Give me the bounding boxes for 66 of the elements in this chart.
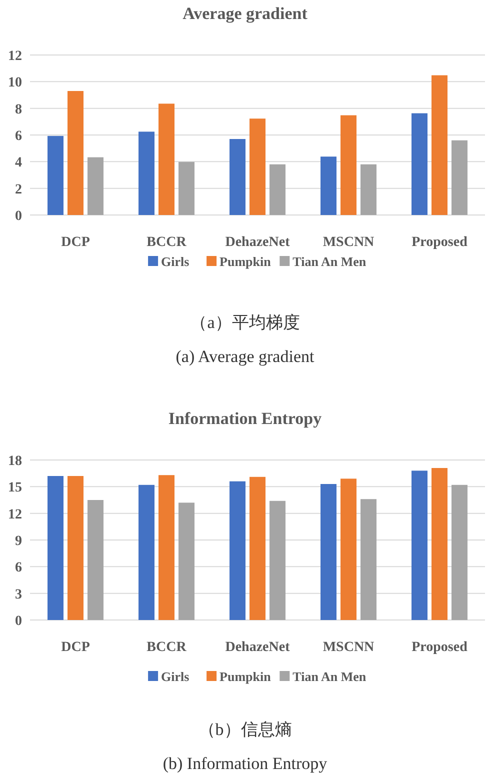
x-tick-label: MSCNN bbox=[322, 235, 374, 250]
bar bbox=[230, 139, 246, 215]
chart-title: Average gradient bbox=[182, 4, 308, 23]
bar bbox=[138, 484, 154, 620]
bar bbox=[432, 75, 448, 215]
y-tick-label: 15 bbox=[8, 480, 22, 496]
bar bbox=[88, 500, 104, 620]
y-tick-label: 10 bbox=[8, 76, 22, 91]
y-tick-label: 0 bbox=[15, 209, 22, 224]
bar bbox=[68, 91, 84, 215]
bar bbox=[48, 136, 64, 215]
y-tick-label: 12 bbox=[8, 507, 22, 522]
bar bbox=[360, 499, 376, 620]
bar bbox=[360, 164, 376, 215]
x-tick-label: DCP bbox=[61, 235, 90, 250]
y-tick-label: 6 bbox=[15, 129, 22, 144]
legend-label: Girls bbox=[161, 669, 190, 684]
bar bbox=[270, 500, 286, 620]
y-tick-label: 12 bbox=[8, 49, 22, 64]
text: （b）信息熵 bbox=[198, 720, 292, 739]
bar bbox=[340, 478, 356, 620]
legend-label: Tian An Men bbox=[292, 669, 367, 684]
text: (b) Information Entropy bbox=[162, 754, 328, 773]
y-tick-label: 18 bbox=[8, 454, 22, 469]
bar bbox=[68, 476, 84, 620]
bar bbox=[178, 502, 194, 620]
bar bbox=[178, 162, 194, 215]
bar bbox=[230, 481, 246, 620]
y-tick-label: 8 bbox=[15, 102, 22, 118]
y-tick-label: 4 bbox=[15, 156, 22, 171]
bar bbox=[452, 140, 468, 215]
bar bbox=[320, 156, 336, 215]
bar bbox=[412, 470, 428, 620]
legend-label: Girls bbox=[161, 254, 190, 269]
legend-label: Pumpkin bbox=[220, 669, 272, 684]
bar bbox=[320, 484, 336, 620]
x-tick-label: Proposed bbox=[412, 235, 468, 250]
text: (a) Average gradient bbox=[176, 347, 314, 366]
bar bbox=[340, 115, 356, 215]
legend-label: Pumpkin bbox=[220, 254, 272, 269]
bar bbox=[158, 475, 174, 620]
y-tick-label: 6 bbox=[15, 560, 22, 576]
y-tick-label: 0 bbox=[15, 614, 22, 629]
bar bbox=[158, 104, 174, 215]
x-tick-label: DehazeNet bbox=[225, 235, 290, 250]
bar bbox=[412, 113, 428, 215]
chart-title: Information Entropy bbox=[168, 409, 322, 428]
bar bbox=[250, 118, 266, 215]
text: （a）平均梯度 bbox=[190, 313, 300, 332]
y-tick-label: 9 bbox=[15, 534, 22, 549]
legend-label: Tian An Men bbox=[292, 254, 367, 269]
y-tick-label: 2 bbox=[15, 182, 22, 198]
x-tick-label: BCCR bbox=[146, 235, 188, 250]
bar bbox=[138, 132, 154, 215]
x-tick-label: BCCR bbox=[146, 640, 188, 655]
bar bbox=[88, 157, 104, 215]
x-tick-label: MSCNN bbox=[322, 640, 374, 655]
bar bbox=[432, 468, 448, 620]
bar bbox=[452, 484, 468, 620]
bar bbox=[48, 476, 64, 620]
bar bbox=[250, 476, 266, 620]
x-tick-label: Proposed bbox=[412, 640, 468, 655]
y-tick-label: 3 bbox=[15, 587, 22, 602]
x-tick-label: DCP bbox=[61, 640, 90, 655]
bar bbox=[270, 164, 286, 215]
x-tick-label: DehazeNet bbox=[225, 640, 290, 655]
